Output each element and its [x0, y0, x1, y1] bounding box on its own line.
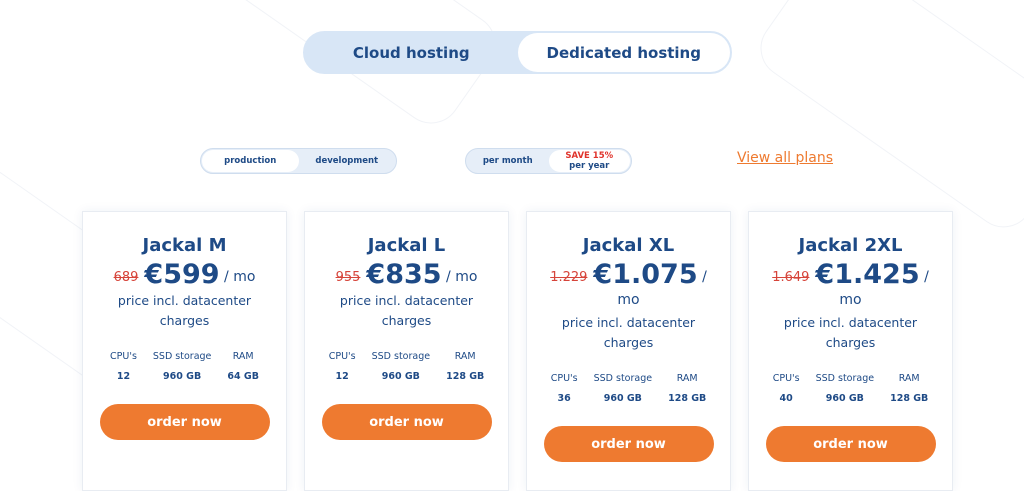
- ram-label: RAM: [454, 351, 476, 362]
- old-price: 1.649: [772, 270, 810, 285]
- ssd-label: SSD storage: [593, 373, 653, 384]
- option-development[interactable]: development: [315, 156, 379, 166]
- ram-value: 128 GB: [890, 393, 929, 404]
- ram-label: RAM: [676, 373, 698, 384]
- plan-specs: CPU's 12 SSD storage 960 GB RAM 128 GB: [305, 351, 508, 382]
- plan-specs: CPU's 12 SSD storage 960 GB RAM 64 GB: [83, 351, 286, 382]
- plan-card: Jackal 2XL 1.649 €1.425 / mo price incl. …: [748, 211, 953, 491]
- current-price: €1.075: [593, 259, 698, 290]
- old-price: 689: [113, 270, 139, 285]
- view-all-plans-link[interactable]: View all plans: [737, 150, 834, 166]
- cpu-label: CPU's: [110, 351, 137, 362]
- plan-price: 955 €835 / mo: [317, 261, 497, 289]
- current-price: €1.425: [815, 259, 920, 290]
- billing-toggle: per month SAVE 15% per year: [465, 148, 632, 174]
- order-now-button[interactable]: order now: [321, 404, 492, 440]
- current-price: €835: [366, 259, 442, 290]
- price-unit: / mo: [839, 269, 929, 308]
- cpu-value: 40: [779, 393, 793, 404]
- option-per-year[interactable]: SAVE 15% per year: [548, 150, 630, 172]
- cpu-label: CPU's: [328, 351, 356, 362]
- ssd-label: SSD storage: [152, 351, 212, 362]
- plan-name: Jackal M: [142, 235, 227, 256]
- save-badge: SAVE 15%: [565, 151, 614, 161]
- ram-value: 128 GB: [446, 371, 485, 382]
- price-note: price incl. datacenter charges: [783, 315, 918, 350]
- old-price: 955: [335, 270, 361, 285]
- cpu-value: 12: [335, 371, 349, 382]
- plan-name: Jackal 2XL: [798, 235, 903, 256]
- ssd-value: 960 GB: [825, 393, 864, 404]
- price-note: price incl. datacenter charges: [117, 293, 252, 328]
- option-production[interactable]: production: [202, 150, 299, 172]
- ssd-value: 960 GB: [603, 393, 642, 404]
- tab-dedicated-hosting[interactable]: Dedicated hosting: [517, 33, 730, 72]
- ram-value: 128 GB: [668, 393, 707, 404]
- price-note: price incl. datacenter charges: [561, 315, 696, 350]
- ram-label: RAM: [232, 351, 254, 362]
- cpu-value: 36: [557, 393, 571, 404]
- plan-name: Jackal L: [367, 235, 446, 256]
- plan-specs: CPU's 36 SSD storage 960 GB RAM 128 GB: [527, 373, 730, 404]
- background-decoration: [748, 0, 1024, 240]
- option-per-month[interactable]: per month: [482, 156, 533, 166]
- old-price: 1.229: [550, 270, 588, 285]
- plan-price: 1.229 €1.075 / mo: [539, 261, 719, 311]
- ssd-label: SSD storage: [815, 373, 875, 384]
- price-unit: / mo: [617, 269, 707, 308]
- plan-card: Jackal XL 1.229 €1.075 / mo price incl. d…: [526, 211, 731, 491]
- plan-price: 689 €599 / mo: [95, 261, 275, 289]
- price-note: price incl. datacenter charges: [339, 293, 474, 328]
- plan-name: Jackal XL: [582, 235, 675, 256]
- environment-toggle: production development: [200, 148, 397, 174]
- cpu-label: CPU's: [550, 373, 578, 384]
- ssd-value: 960 GB: [381, 371, 420, 382]
- plan-price: 1.649 €1.425 / mo: [761, 261, 941, 311]
- order-now-button[interactable]: order now: [99, 404, 270, 440]
- plan-card: Jackal M 689 €599 / mo price incl. datace…: [82, 211, 287, 491]
- order-now-button[interactable]: order now: [765, 426, 936, 462]
- plan-specs: CPU's 40 SSD storage 960 GB RAM 128 GB: [749, 373, 952, 404]
- ram-value: 64 GB: [227, 371, 259, 382]
- cpu-label: CPU's: [772, 373, 800, 384]
- ram-label: RAM: [898, 373, 920, 384]
- per-year-label: per year: [569, 161, 610, 171]
- plan-card: Jackal L 955 €835 / mo price incl. datace…: [304, 211, 509, 491]
- tab-cloud-hosting[interactable]: Cloud hosting: [352, 43, 470, 62]
- hosting-type-toggle: Cloud hosting Dedicated hosting: [303, 31, 732, 74]
- current-price: €599: [144, 259, 220, 290]
- ssd-value: 960 GB: [163, 371, 202, 382]
- ssd-label: SSD storage: [371, 351, 431, 362]
- price-unit: / mo: [446, 269, 478, 285]
- price-unit: / mo: [224, 269, 256, 285]
- order-now-button[interactable]: order now: [543, 426, 714, 462]
- cpu-value: 12: [116, 371, 131, 382]
